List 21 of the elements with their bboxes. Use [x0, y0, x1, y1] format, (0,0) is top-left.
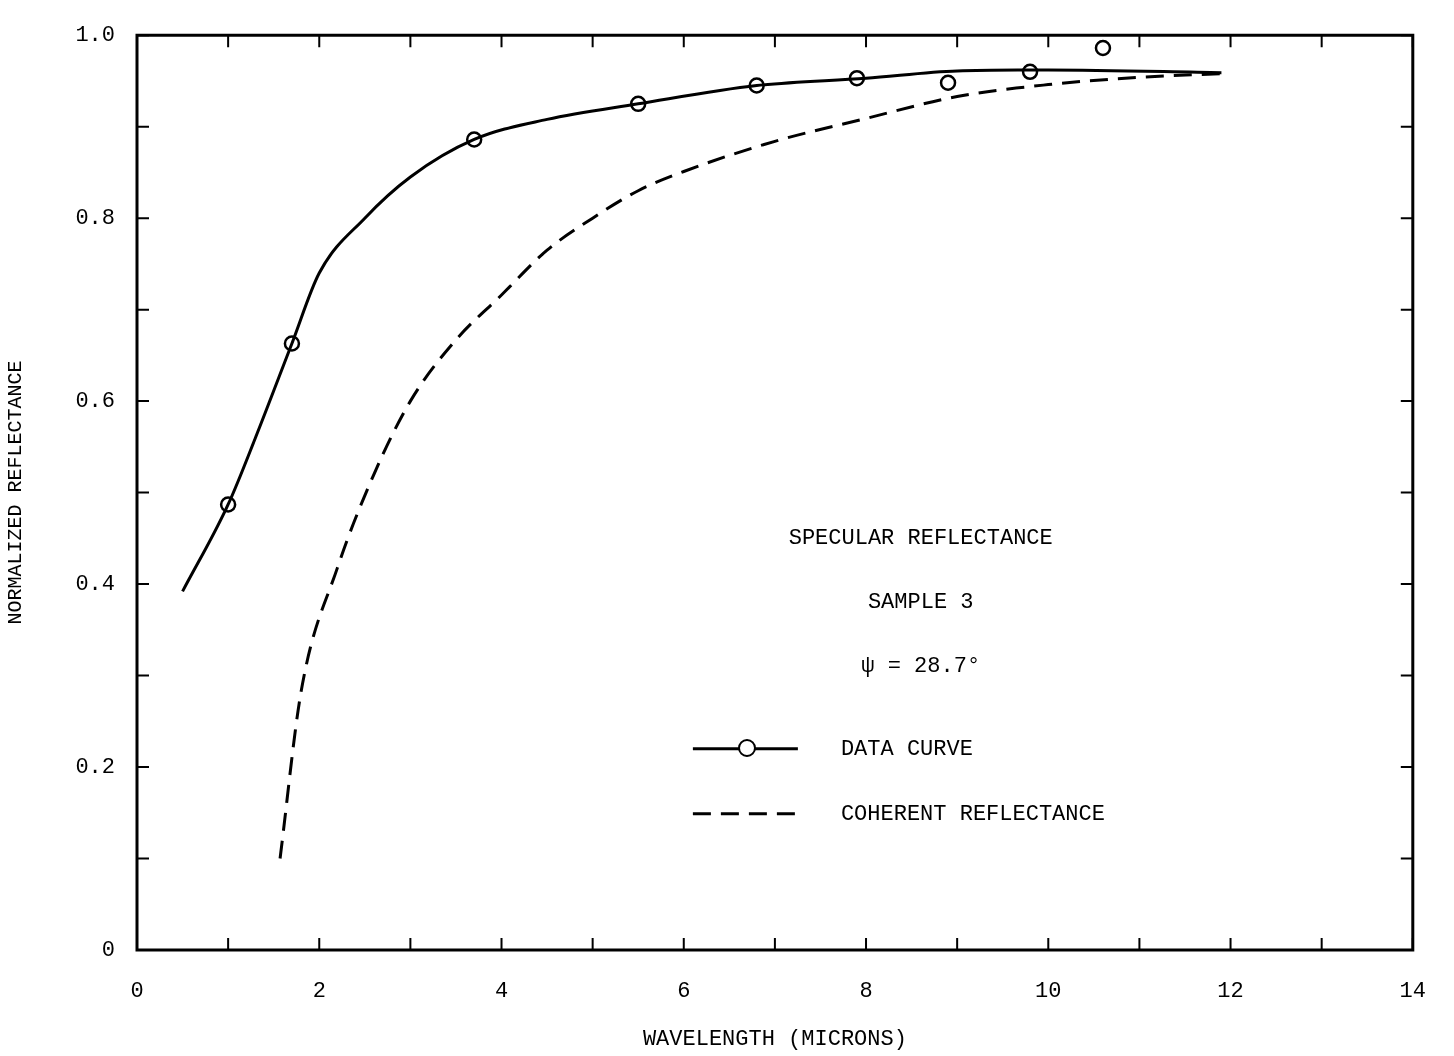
x-axis-title: WAVELENGTH (MICRONS)	[642, 1026, 907, 1052]
x-tick-label: 12	[1217, 979, 1244, 1005]
y-tick-label: 0.6	[75, 388, 115, 414]
y-tick-label: 0.2	[75, 754, 115, 780]
x-tick-label: 8	[859, 979, 873, 1005]
y-tick-label: 1.0	[75, 23, 115, 49]
legend-label: DATA CURVE	[840, 736, 973, 762]
x-tick-label: 4	[494, 979, 509, 1005]
y-tick-label: 0	[101, 937, 115, 963]
x-tick-label: 14	[1399, 979, 1426, 1005]
y-axis-title: NORMALIZED REFLECTANCE	[4, 360, 28, 625]
annotation: SAMPLE 3	[867, 590, 974, 616]
x-tick-label: 0	[130, 979, 144, 1005]
legend-label: COHERENT REFLECTANCE	[840, 801, 1105, 827]
y-tick-label: 0.8	[75, 205, 115, 231]
annotation: SPECULAR REFLECTANCE	[788, 526, 1053, 552]
x-tick-label: 6	[677, 979, 691, 1005]
x-tick-label: 10	[1035, 979, 1062, 1005]
annotation: ψ = 28.7°	[861, 654, 981, 680]
x-tick-label: 2	[312, 979, 326, 1005]
y-tick-label: 0.4	[75, 571, 115, 597]
